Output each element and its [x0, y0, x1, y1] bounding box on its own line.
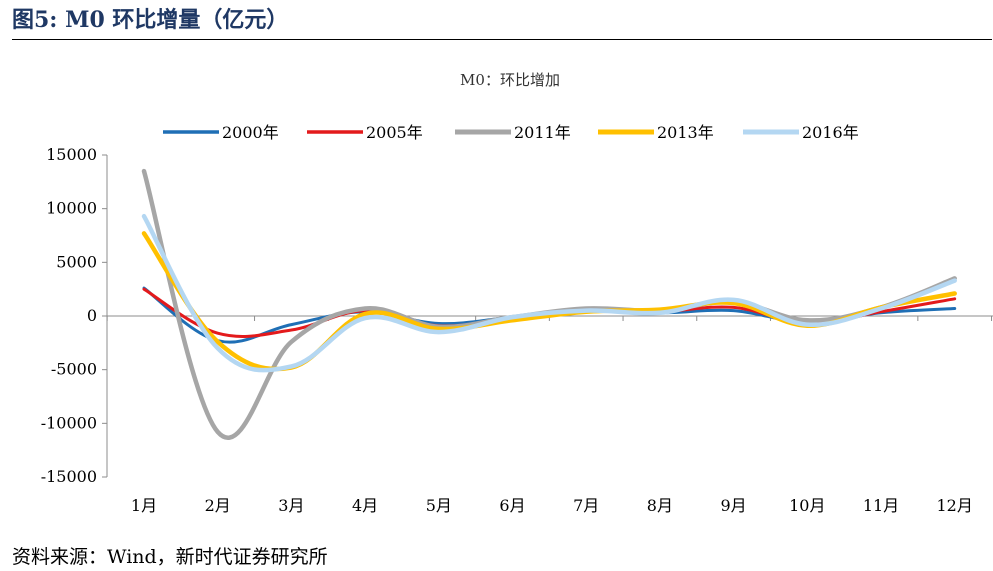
y-tick-label: 10000 [46, 199, 97, 218]
title-rule [12, 39, 992, 40]
x-tick-label: 7月 [573, 496, 599, 515]
x-tick-label: 9月 [721, 496, 747, 515]
legend-label: 2005年 [366, 123, 423, 142]
legend: 2000年 2005年 2011年 2013年 2016年 [163, 123, 859, 142]
series-line-2016年 [141, 213, 957, 373]
x-tick-label: 6月 [499, 496, 525, 515]
x-tick-label: 2月 [205, 496, 231, 515]
y-tick-label: 5000 [56, 252, 97, 271]
chart-title: M0：环比增加 [460, 71, 560, 89]
y-tick-label: -15000 [41, 467, 97, 486]
axes: 15000 10000 5000 0 -5000 -10000 -15000 1月 2月 3月 4月… [41, 145, 993, 515]
x-tick-label: 5月 [426, 496, 452, 515]
legend-label: 2013年 [657, 123, 714, 142]
y-tick-label: -10000 [41, 413, 97, 432]
x-tick-label: 3月 [278, 496, 304, 515]
legend-label: 2016年 [802, 123, 859, 142]
y-tick-label: 0 [87, 306, 97, 325]
source-note: 资料来源：Wind，新时代证券研究所 [12, 546, 328, 568]
y-tick-label: 15000 [46, 145, 97, 164]
x-tick-label: 4月 [352, 496, 378, 515]
x-tick-label: 1月 [131, 496, 157, 515]
x-tick-label: 11月 [863, 496, 899, 515]
x-tick-label: 12月 [937, 496, 973, 515]
series-line-2011年 [141, 168, 957, 440]
legend-label: 2000年 [222, 123, 279, 142]
x-tick-label: 10月 [789, 496, 825, 515]
figure-title: 图5: M0 环比增量（亿元） [12, 7, 289, 33]
series-line-2013年 [141, 231, 957, 372]
series-lines [141, 168, 957, 440]
x-tick-label: 8月 [647, 496, 673, 515]
y-tick-label: -5000 [51, 360, 97, 379]
legend-label: 2011年 [514, 123, 571, 142]
